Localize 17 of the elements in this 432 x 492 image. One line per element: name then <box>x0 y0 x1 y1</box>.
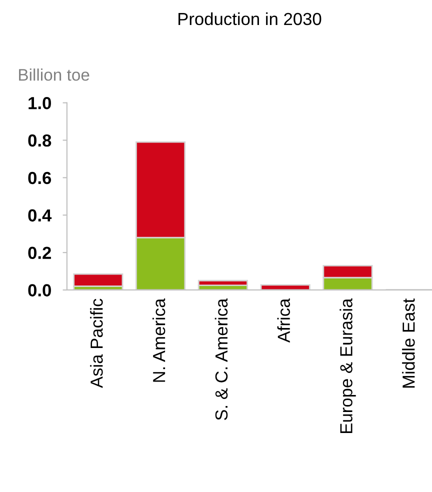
y-tick-label: 0.6 <box>28 172 52 184</box>
chart-title: Production in 2030 <box>178 12 322 26</box>
bar <box>198 280 248 286</box>
y-tick-label: 0.4 <box>28 209 52 222</box>
y-axis-title: Billion toe <box>19 68 90 81</box>
y-tick-label: 0.8 <box>28 134 52 147</box>
bar <box>73 273 124 287</box>
bar <box>260 284 310 290</box>
y-tick-label: 0.2 <box>28 246 51 260</box>
y-tick-label: 1.0 <box>28 96 51 110</box>
x-tick-label: Europe & Eurasia <box>340 298 356 433</box>
x-tick-label: N. America <box>152 298 166 382</box>
x-tick-label: Middle East <box>402 298 415 388</box>
x-tick-label: S. & C. America <box>214 298 228 420</box>
y-tick-label: 0.0 <box>28 284 51 296</box>
x-tick-label: Africa <box>277 298 290 343</box>
x-tick-label: Asia Pacific <box>90 298 103 388</box>
